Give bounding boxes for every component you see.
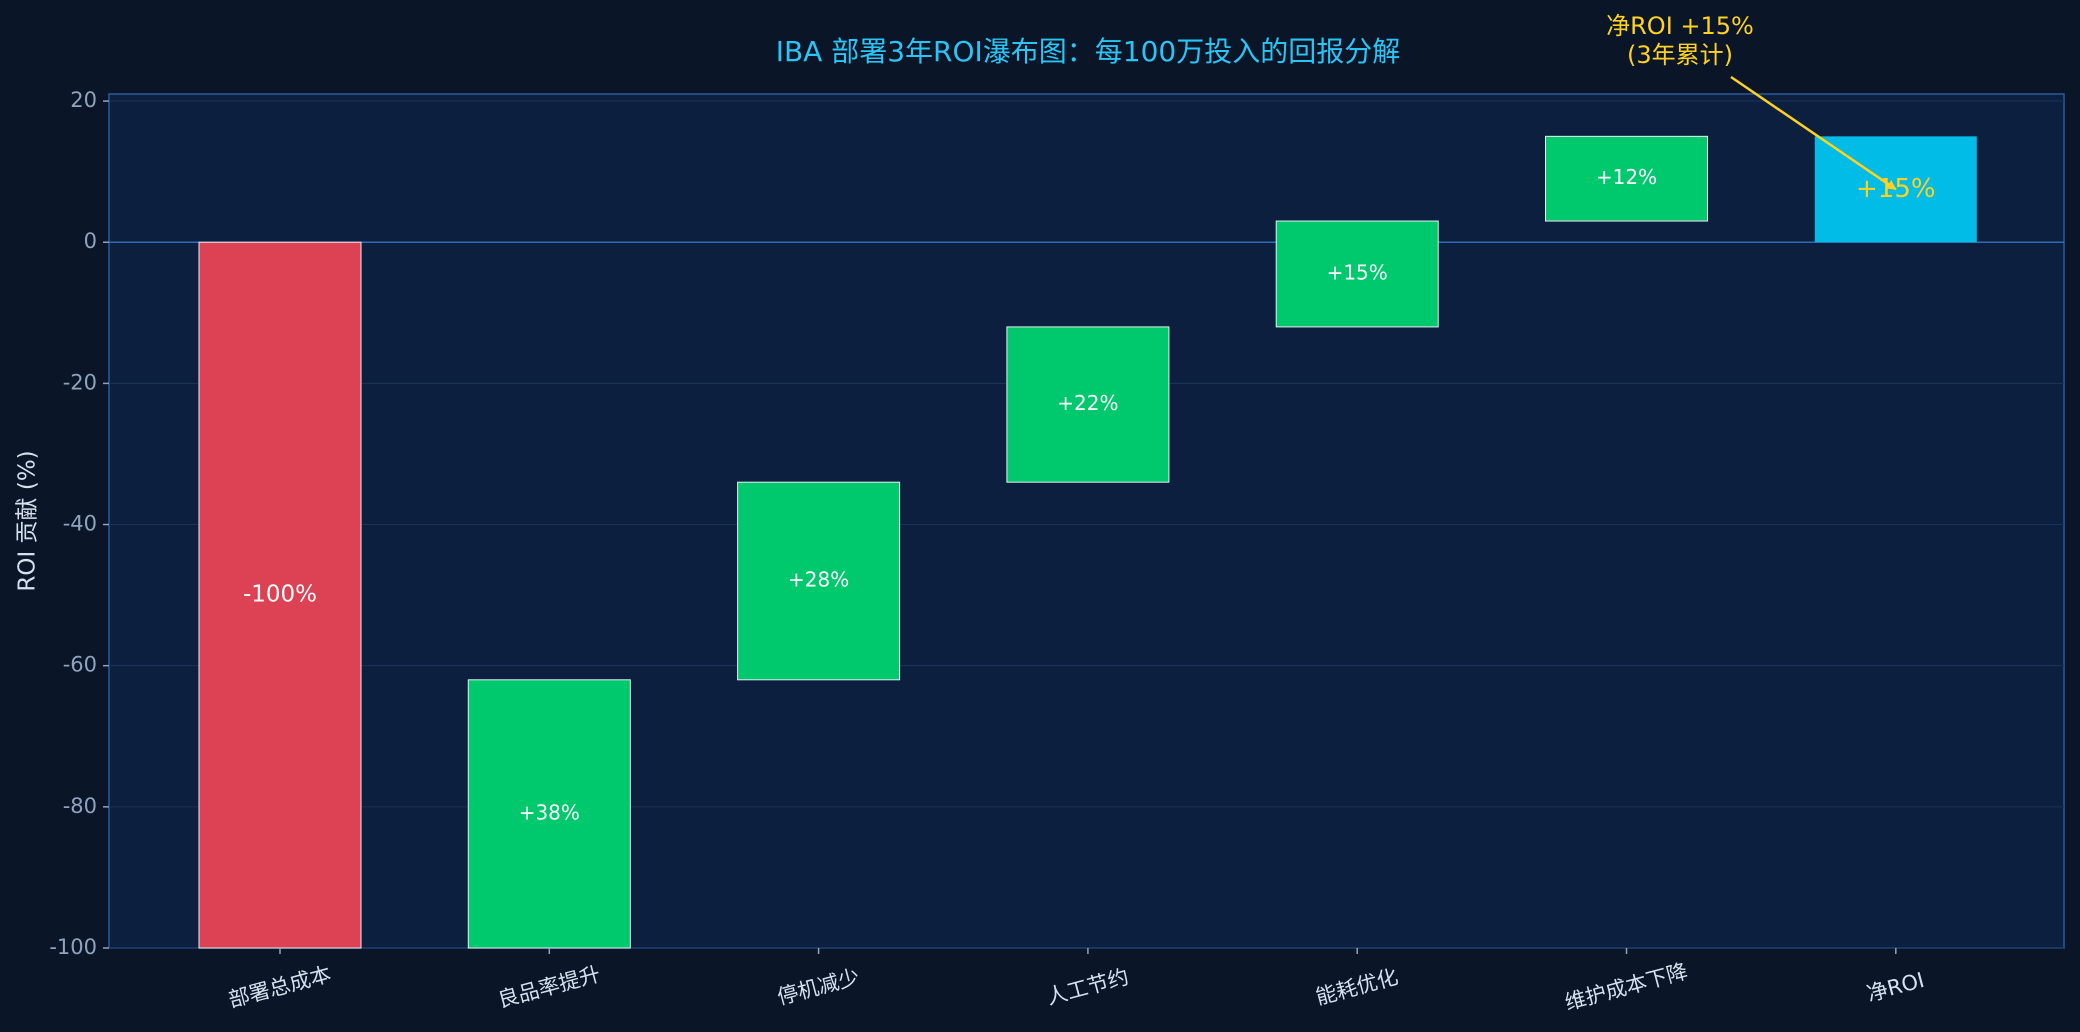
chart-title: IBA 部署3年ROI瀑布图：每100万投入的回报分解 xyxy=(776,35,1401,68)
y-tick-label: -20 xyxy=(63,370,97,394)
y-axis-label: ROI 贡献 (%) xyxy=(15,450,41,591)
value-label: +15% xyxy=(1327,260,1388,284)
value-label: +38% xyxy=(519,800,580,824)
bar xyxy=(737,481,901,681)
bar xyxy=(1006,326,1170,483)
y-tick-label: 0 xyxy=(84,229,97,253)
annotation: (3年累计) xyxy=(1627,41,1733,69)
annotation-arrow xyxy=(1730,75,1897,191)
value-label: +22% xyxy=(1057,391,1118,415)
annotation: 净ROI +15% xyxy=(1606,12,1754,40)
bar xyxy=(1545,135,1708,222)
value-label: +28% xyxy=(788,567,849,591)
bar xyxy=(467,679,631,949)
value-label: +12% xyxy=(1596,165,1657,189)
plot-area xyxy=(108,93,2065,949)
y-tick-label: -100 xyxy=(49,935,97,959)
bar xyxy=(198,241,362,949)
y-tick-label: -80 xyxy=(63,794,97,818)
y-tick-label: 20 xyxy=(70,88,97,112)
y-tick-label: -40 xyxy=(63,512,97,536)
value-label: -100% xyxy=(243,582,317,608)
bar xyxy=(1275,220,1439,328)
y-tick-label: -60 xyxy=(63,653,97,677)
